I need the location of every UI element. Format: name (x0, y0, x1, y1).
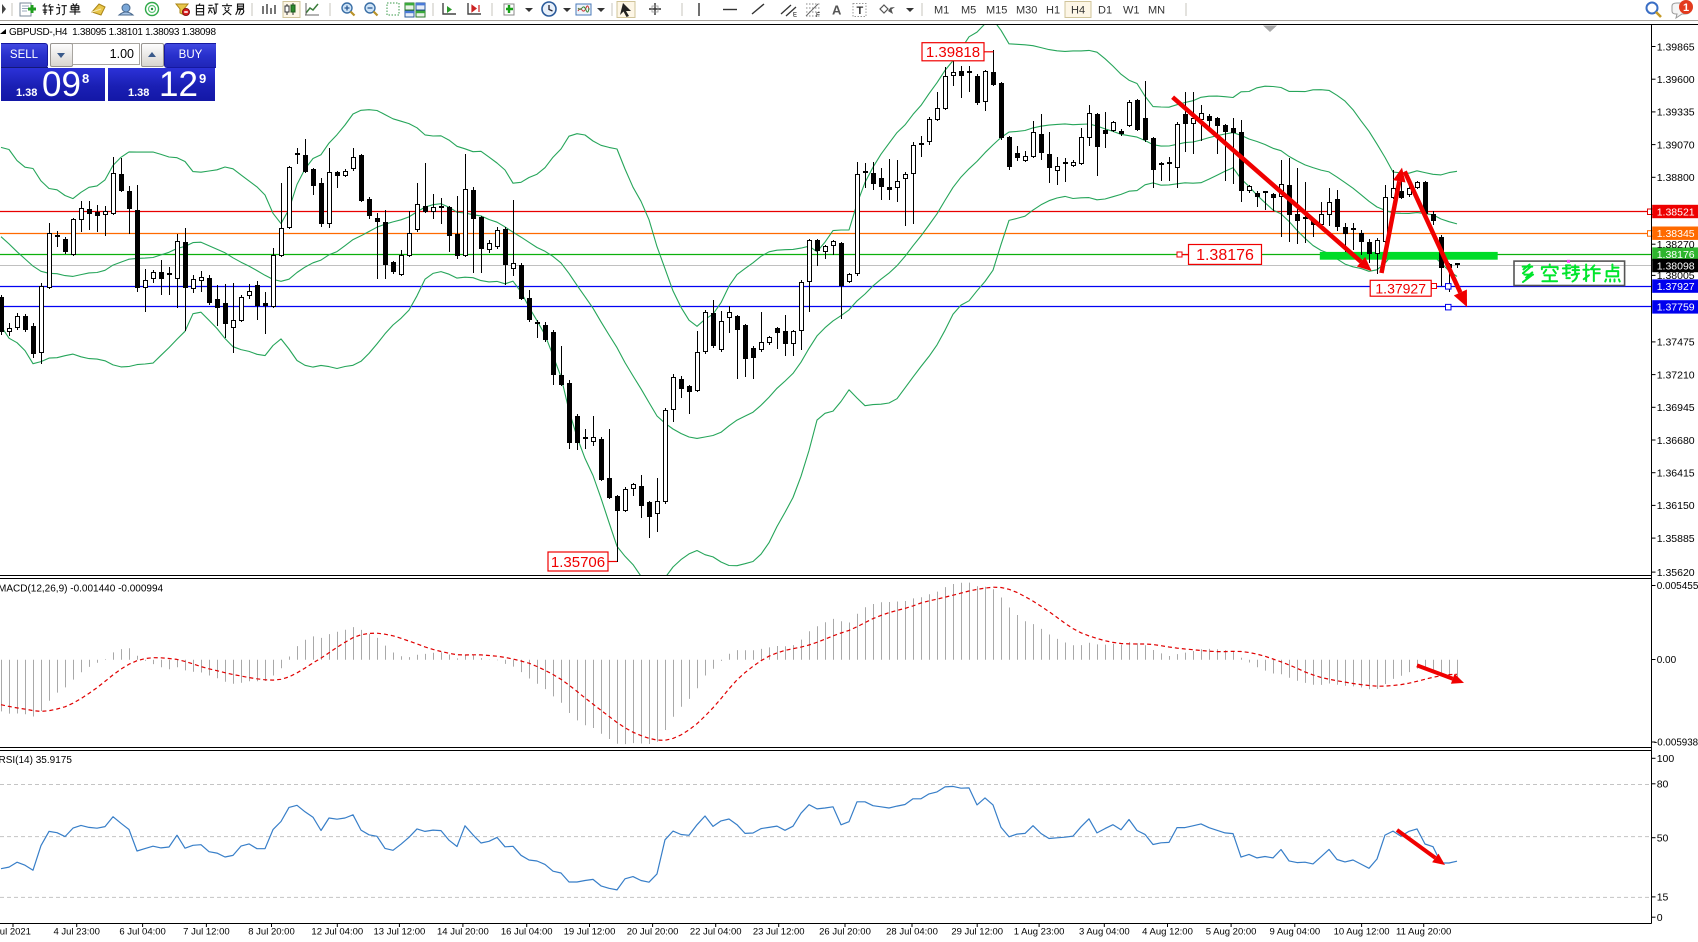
svg-text:1.39818: 1.39818 (926, 44, 980, 61)
svg-text:1 Aug 23:00: 1 Aug 23:00 (1014, 927, 1065, 938)
svg-text:1.38005: 1.38005 (1657, 270, 1695, 282)
svg-text:1.39070: 1.39070 (1657, 139, 1695, 151)
svg-text:12 Jul 04:00: 12 Jul 04:00 (311, 927, 363, 938)
svg-text:F: F (816, 12, 820, 19)
svg-text:10 Aug 12:00: 10 Aug 12:00 (1334, 927, 1390, 938)
svg-text:-0.005938: -0.005938 (1654, 738, 1698, 749)
svg-text:1.38800: 1.38800 (1657, 172, 1695, 184)
svg-text:6 Jul 04:00: 6 Jul 04:00 (119, 927, 165, 938)
svg-text:50: 50 (1657, 833, 1669, 845)
svg-text:1.38521: 1.38521 (1657, 206, 1695, 218)
svg-text:1.37927: 1.37927 (1375, 280, 1426, 296)
svg-text:13 Jul 12:00: 13 Jul 12:00 (374, 927, 426, 938)
svg-text:11 Aug 20:00: 11 Aug 20:00 (1396, 927, 1451, 938)
svg-text:E: E (793, 13, 797, 19)
svg-text:Jul 2021: Jul 2021 (0, 927, 31, 938)
svg-text:1.35706: 1.35706 (551, 554, 605, 571)
svg-text:1.37210: 1.37210 (1657, 369, 1695, 381)
svg-text:RSI(14) 35.9175: RSI(14) 35.9175 (0, 755, 72, 766)
svg-text:5 Aug 20:00: 5 Aug 20:00 (1206, 927, 1257, 938)
svg-text:1: 1 (1683, 2, 1689, 14)
svg-text:1.38176: 1.38176 (1657, 249, 1695, 261)
svg-text:1.37759: 1.37759 (1657, 302, 1695, 314)
svg-text:1.38345: 1.38345 (1657, 228, 1695, 240)
svg-text:W1: W1 (1123, 5, 1140, 17)
svg-text:M5: M5 (961, 5, 976, 17)
svg-text:7 Jul 12:00: 7 Jul 12:00 (183, 927, 229, 938)
svg-text:0.005455: 0.005455 (1657, 581, 1698, 592)
svg-text:3 Aug 04:00: 3 Aug 04:00 (1079, 927, 1130, 938)
svg-text:0.00: 0.00 (1657, 655, 1677, 666)
svg-text:1.37475: 1.37475 (1657, 337, 1695, 349)
svg-text:8 Jul 20:00: 8 Jul 20:00 (248, 927, 294, 938)
svg-text:4 Aug 12:00: 4 Aug 12:00 (1142, 927, 1193, 938)
svg-text:20 Jul 20:00: 20 Jul 20:00 (627, 927, 679, 938)
svg-text:1.39335: 1.39335 (1657, 107, 1695, 119)
svg-text:M1: M1 (934, 5, 949, 17)
svg-text:14 Jul 20:00: 14 Jul 20:00 (437, 927, 489, 938)
svg-text:15: 15 (1657, 892, 1669, 904)
svg-text:1.36415: 1.36415 (1657, 468, 1695, 480)
svg-text:0: 0 (1657, 912, 1663, 924)
svg-text:H1: H1 (1046, 5, 1060, 17)
svg-text:MN: MN (1148, 5, 1165, 17)
svg-text:1.36150: 1.36150 (1657, 500, 1695, 512)
svg-text:A: A (832, 3, 842, 18)
svg-text:26 Jul 20:00: 26 Jul 20:00 (819, 927, 871, 938)
svg-text:1.38098: 1.38098 (1657, 260, 1695, 272)
svg-text:1.38176: 1.38176 (1196, 247, 1254, 264)
svg-text:1.37927: 1.37927 (1657, 281, 1695, 293)
svg-text:D1: D1 (1098, 5, 1112, 17)
svg-text:1.39865: 1.39865 (1657, 41, 1695, 53)
svg-text:1.36945: 1.36945 (1657, 402, 1695, 414)
svg-text:1.35885: 1.35885 (1657, 533, 1695, 545)
svg-text:16 Jul 04:00: 16 Jul 04:00 (501, 927, 553, 938)
svg-text:H4: H4 (1071, 5, 1085, 17)
svg-text:23 Jul 12:00: 23 Jul 12:00 (753, 927, 805, 938)
svg-text:T: T (857, 5, 864, 17)
svg-text:1.39600: 1.39600 (1657, 74, 1695, 86)
svg-text:MACD(12,26,9) -0.001440 -0.000: MACD(12,26,9) -0.001440 -0.000994 (0, 584, 164, 595)
svg-text:4 Jul 23:00: 4 Jul 23:00 (53, 927, 99, 938)
svg-text:1.35620: 1.35620 (1657, 567, 1695, 579)
svg-text:80: 80 (1657, 779, 1669, 791)
svg-text:100: 100 (1657, 753, 1675, 765)
svg-text:M15: M15 (986, 5, 1007, 17)
svg-text:GBPUSD-,H4 1.38095 1.38101 1.: GBPUSD-,H4 1.38095 1.38101 1.38093 1.380… (9, 27, 216, 38)
svg-text:22 Jul 04:00: 22 Jul 04:00 (690, 927, 742, 938)
svg-text:M30: M30 (1016, 5, 1037, 17)
svg-text:19 Jul 12:00: 19 Jul 12:00 (564, 927, 616, 938)
svg-text:28 Jul 04:00: 28 Jul 04:00 (886, 927, 938, 938)
svg-text:9 Aug 04:00: 9 Aug 04:00 (1269, 927, 1320, 938)
svg-text:29 Jul 12:00: 29 Jul 12:00 (951, 927, 1003, 938)
svg-text:1.38270: 1.38270 (1657, 239, 1695, 251)
svg-text:1.36680: 1.36680 (1657, 435, 1695, 447)
